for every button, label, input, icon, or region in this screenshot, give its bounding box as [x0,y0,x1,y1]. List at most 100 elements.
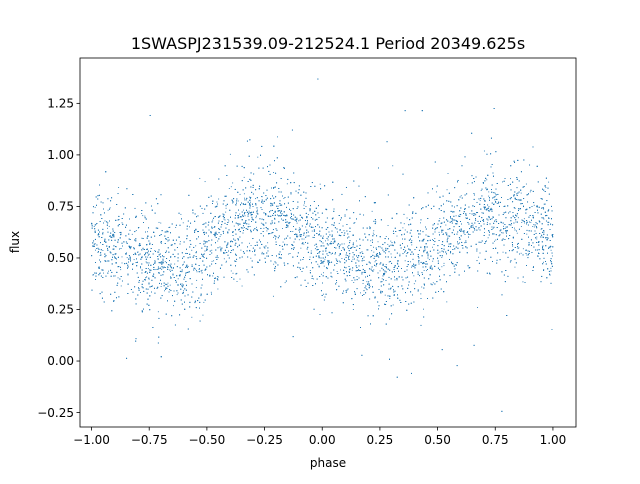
data-point [248,196,250,198]
data-point [517,217,519,219]
data-point [225,260,227,262]
data-point [141,237,143,239]
data-point [428,259,430,261]
data-point [307,214,309,216]
data-point [526,221,528,223]
data-point [277,214,279,216]
data-point [366,281,368,283]
data-points [91,78,554,412]
data-point [141,213,143,214]
data-point [516,193,517,195]
data-point [195,287,197,289]
data-point [317,263,319,265]
data-point [385,264,387,266]
data-point [432,282,434,284]
data-point [536,236,538,238]
data-point [517,248,519,250]
data-point [464,242,466,244]
data-point [344,215,346,217]
data-point [371,250,373,252]
data-point [432,260,434,262]
data-point [313,278,315,280]
data-point [109,207,111,209]
data-point [387,243,389,245]
data-point [501,232,503,234]
data-point [299,235,301,237]
data-point [548,181,550,183]
data-point [290,210,292,212]
data-point [160,241,162,243]
data-point [263,227,265,229]
data-point [475,214,477,216]
data-point [248,210,250,212]
data-point [273,172,275,173]
data-point [520,199,522,200]
data-point [202,314,204,316]
data-point [438,231,440,233]
data-point [543,218,545,220]
data-point [280,215,282,217]
data-point [478,256,480,258]
data-point [326,228,328,230]
data-point [305,226,307,228]
data-point [121,256,123,258]
data-point [196,269,197,271]
data-point [411,240,413,241]
data-point [255,217,257,219]
data-point [174,249,176,251]
data-point [303,204,305,206]
data-point [256,209,258,211]
data-point [381,278,383,280]
data-point [135,230,137,232]
data-point [282,228,283,229]
data-point [340,269,342,271]
data-point [147,231,148,233]
data-point [520,226,522,227]
data-point [489,209,491,211]
data-point [411,266,412,268]
data-point [198,268,200,270]
data-point [243,209,244,211]
data-point [373,269,375,271]
data-point [393,241,395,243]
data-point [370,256,371,258]
data-point [167,264,169,266]
data-point [488,191,490,193]
data-point [373,234,375,235]
data-point [347,248,349,249]
data-point [206,249,208,251]
data-point [118,187,120,188]
data-point [516,232,518,234]
data-point [365,288,367,290]
data-point [439,218,441,219]
data-point [252,251,254,253]
data-point [469,212,471,214]
data-point [352,309,354,310]
data-point [455,215,457,217]
data-point [496,202,498,204]
data-point [183,290,184,292]
data-point [161,269,163,271]
data-point [338,260,340,262]
data-point [354,222,356,224]
data-point [164,261,166,263]
data-point [239,193,241,195]
data-point [478,228,480,230]
data-point [224,219,226,221]
data-point [341,258,343,259]
data-point [320,273,322,275]
data-point [230,186,232,188]
data-point [120,285,122,287]
data-point [432,246,433,248]
data-point [232,202,234,204]
data-point [183,263,184,265]
data-point [248,204,250,206]
data-point [248,223,250,225]
data-point [510,178,511,180]
data-point [93,274,95,276]
data-point [303,233,305,235]
data-point [170,276,171,278]
data-point [286,215,288,217]
data-point [514,207,516,209]
